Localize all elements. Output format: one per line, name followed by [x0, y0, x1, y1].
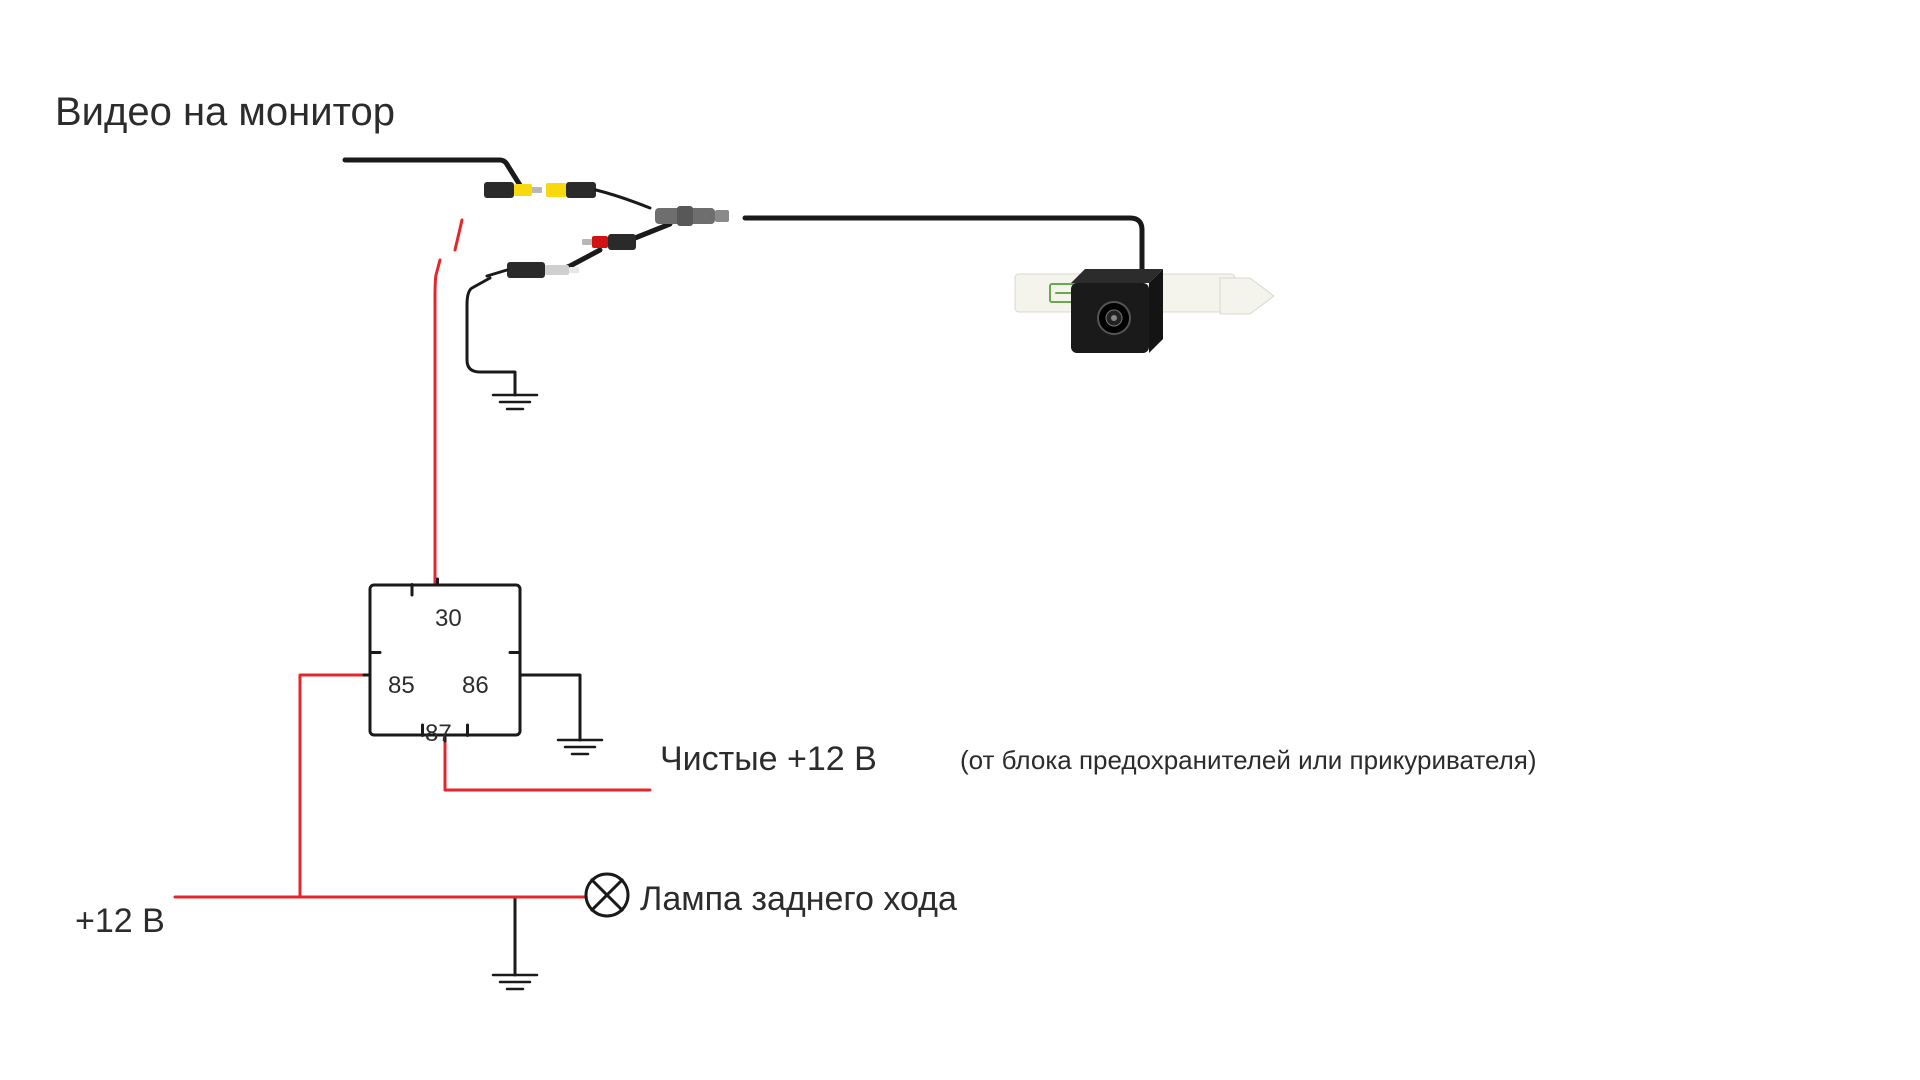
label-clean12-sub: (от блока предохранителей или прикуриват…: [960, 745, 1537, 776]
label-relay-86: 86: [462, 672, 489, 700]
label-relay-87: 87: [425, 720, 452, 748]
wiring-diagram: [0, 0, 1920, 1080]
label-relay-85: 85: [388, 672, 415, 700]
label-video: Видео на монитор: [55, 90, 395, 135]
label-lamp: Лампа заднего хода: [640, 880, 957, 919]
label-plus12: +12 В: [75, 902, 165, 941]
label-clean12: Чистые +12 В: [660, 740, 877, 779]
label-relay-30: 30: [435, 605, 462, 633]
